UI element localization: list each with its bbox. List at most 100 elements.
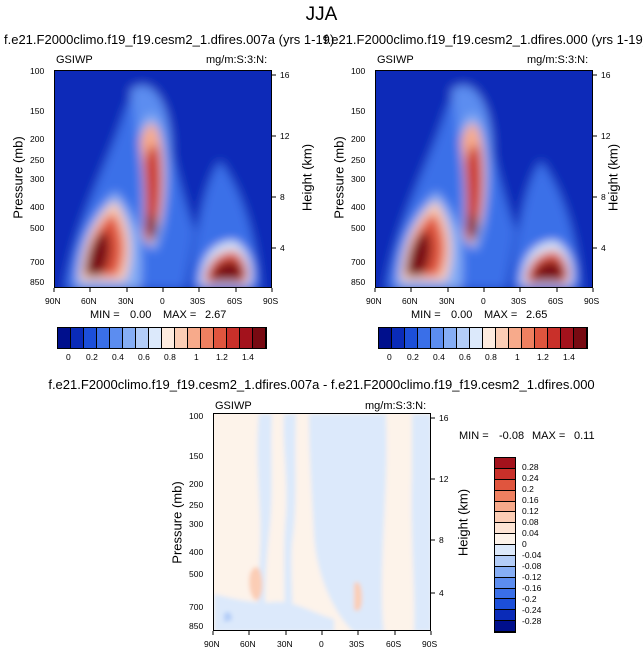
panel1-ytick: 300 (30, 174, 45, 184)
panel1-ytick: 500 (30, 223, 45, 233)
panel2-ytick: 100 (351, 66, 366, 76)
panel1-min-label: MIN = (90, 309, 120, 321)
panel1-left-label: GSIWP (56, 54, 93, 66)
panel3-ytick: 700 (189, 602, 204, 612)
panel3-xtick: 60S (386, 639, 402, 649)
panel3-ytick: 850 (189, 621, 204, 631)
panel2-min-label: MIN = (411, 309, 441, 321)
panel1-colorbar-tick: 1.4 (242, 352, 254, 362)
panel3-xtick: 90N (204, 639, 220, 649)
panel1-ytick-right: 16 (280, 70, 290, 80)
colorbar-swatch (227, 328, 240, 348)
panel2-ytick: 850 (351, 277, 366, 287)
panel2-colorbar-tick: 1.2 (537, 352, 549, 362)
colorbar-swatch (495, 566, 515, 578)
panel2-right-label: mg/m:S:3:N: (527, 54, 589, 66)
panel3-ytick: 100 (189, 411, 204, 421)
panel1-right-label: mg/m:S:3:N: (206, 54, 268, 66)
colorbar-swatch (495, 523, 515, 535)
panel1-ytick: 250 (30, 155, 45, 165)
panel3-colorbar-tick: -0.24 (522, 605, 542, 615)
colorbar-swatch (495, 588, 515, 600)
panel3-colorbar-tick: 0.2 (522, 484, 534, 494)
panel2-title: f.e21.F2000climo.f19_f19.cesm2_1.dfires.… (324, 32, 643, 47)
panel3-ylabel: Pressure (mb) (169, 481, 185, 564)
panel2-ytick-right: 8 (601, 192, 606, 202)
panel2-ytick: 500 (351, 223, 366, 233)
panel1-ytick: 400 (30, 202, 45, 212)
colorbar-swatch (84, 328, 97, 348)
colorbar-swatch (495, 501, 515, 513)
colorbar-swatch (470, 328, 483, 348)
colorbar-swatch (253, 328, 266, 348)
colorbar-swatch (495, 490, 515, 502)
panel1-max-value: 2.67 (205, 309, 227, 321)
panel2-xtick: 90N (366, 296, 382, 306)
panel3-xtick: 30S (349, 639, 365, 649)
panel3-ytick: 250 (189, 500, 204, 510)
colorbar-swatch (495, 599, 515, 611)
panel2-colorbar-tick: 1 (515, 352, 520, 362)
panel1-colorbar-tick: 0.8 (164, 352, 176, 362)
panel3-max-label: MAX = (532, 430, 566, 442)
panel3-ytick: 500 (189, 569, 204, 579)
panel1-xtick: 90N (45, 296, 61, 306)
panel1-ytick-right: 4 (280, 243, 285, 253)
panel3-max-value: 0.11 (574, 430, 595, 442)
panel3-ytick: 400 (189, 547, 204, 557)
colorbar-swatch (110, 328, 123, 348)
colorbar-swatch (71, 328, 84, 348)
panel3-ytick: 300 (189, 519, 204, 529)
panel3-left-label: GSIWP (215, 400, 252, 412)
panel3-colorbar-tick: -0.04 (522, 550, 542, 560)
colorbar-swatch (123, 328, 136, 348)
colorbar-swatch (444, 328, 457, 348)
panel3-right-label: mg/m:S:3:N: (365, 400, 427, 412)
colorbar-swatch (58, 328, 71, 348)
colorbar-swatch (392, 328, 405, 348)
panel1-plot-area (54, 70, 272, 288)
panel3-ytick-right: 4 (439, 588, 444, 598)
colorbar-swatch (495, 577, 515, 589)
panel3-min-value: -0.08 (499, 430, 525, 442)
panel1-colorbar-tick: 1.2 (216, 352, 228, 362)
panel2-ytick-right: 4 (601, 243, 606, 253)
colorbar-swatch (483, 328, 496, 348)
colorbar-swatch (509, 328, 522, 348)
panel3-ylabel-right: Height (km) (455, 488, 471, 557)
colorbar-swatch (561, 328, 574, 348)
panel2-xtick: 90S (584, 296, 600, 306)
panel2-ytick: 150 (351, 106, 366, 116)
colorbar-swatch (495, 621, 515, 632)
panel3-colorbar-tick: 0.28 (522, 462, 539, 472)
panel2-colorbar-tick: 0.4 (433, 352, 445, 362)
panel3-ytick: 200 (189, 479, 204, 489)
panel1-colorbar-tick: 0.6 (138, 352, 150, 362)
panel1-max-label: MAX = (163, 309, 197, 321)
panel3-colorbar-tick: -0.12 (522, 572, 542, 582)
panel3-colorbar-tick: 0.08 (522, 517, 539, 527)
panel2-ytick: 700 (351, 257, 366, 267)
colorbar-swatch (431, 328, 444, 348)
panel1-xtick: 30N (118, 296, 134, 306)
panel2-min-value: 0.00 (451, 309, 473, 321)
panel2-colorbar-tick: 0.8 (485, 352, 497, 362)
panel3-ytick: 150 (189, 451, 204, 461)
colorbar-swatch (495, 458, 515, 469)
panel3-colorbar-tick: 0.12 (522, 506, 539, 516)
panel2-xtick: 30N (439, 296, 455, 306)
panel1-xtick: 60S (227, 296, 243, 306)
panel2-colorbar-tick: 0.2 (407, 352, 419, 362)
panel3-xtick: 60N (240, 639, 256, 649)
colorbar-swatch (522, 328, 535, 348)
colorbar-swatch (535, 328, 548, 348)
colorbar-swatch (214, 328, 227, 348)
panel3-colorbar (494, 457, 516, 633)
panel2-left-label: GSIWP (377, 54, 414, 66)
colorbar-swatch (495, 545, 515, 556)
colorbar-swatch (495, 534, 515, 545)
panel2-ytick-right: 12 (601, 131, 611, 141)
colorbar-swatch (379, 328, 392, 348)
colorbar-swatch (240, 328, 253, 348)
